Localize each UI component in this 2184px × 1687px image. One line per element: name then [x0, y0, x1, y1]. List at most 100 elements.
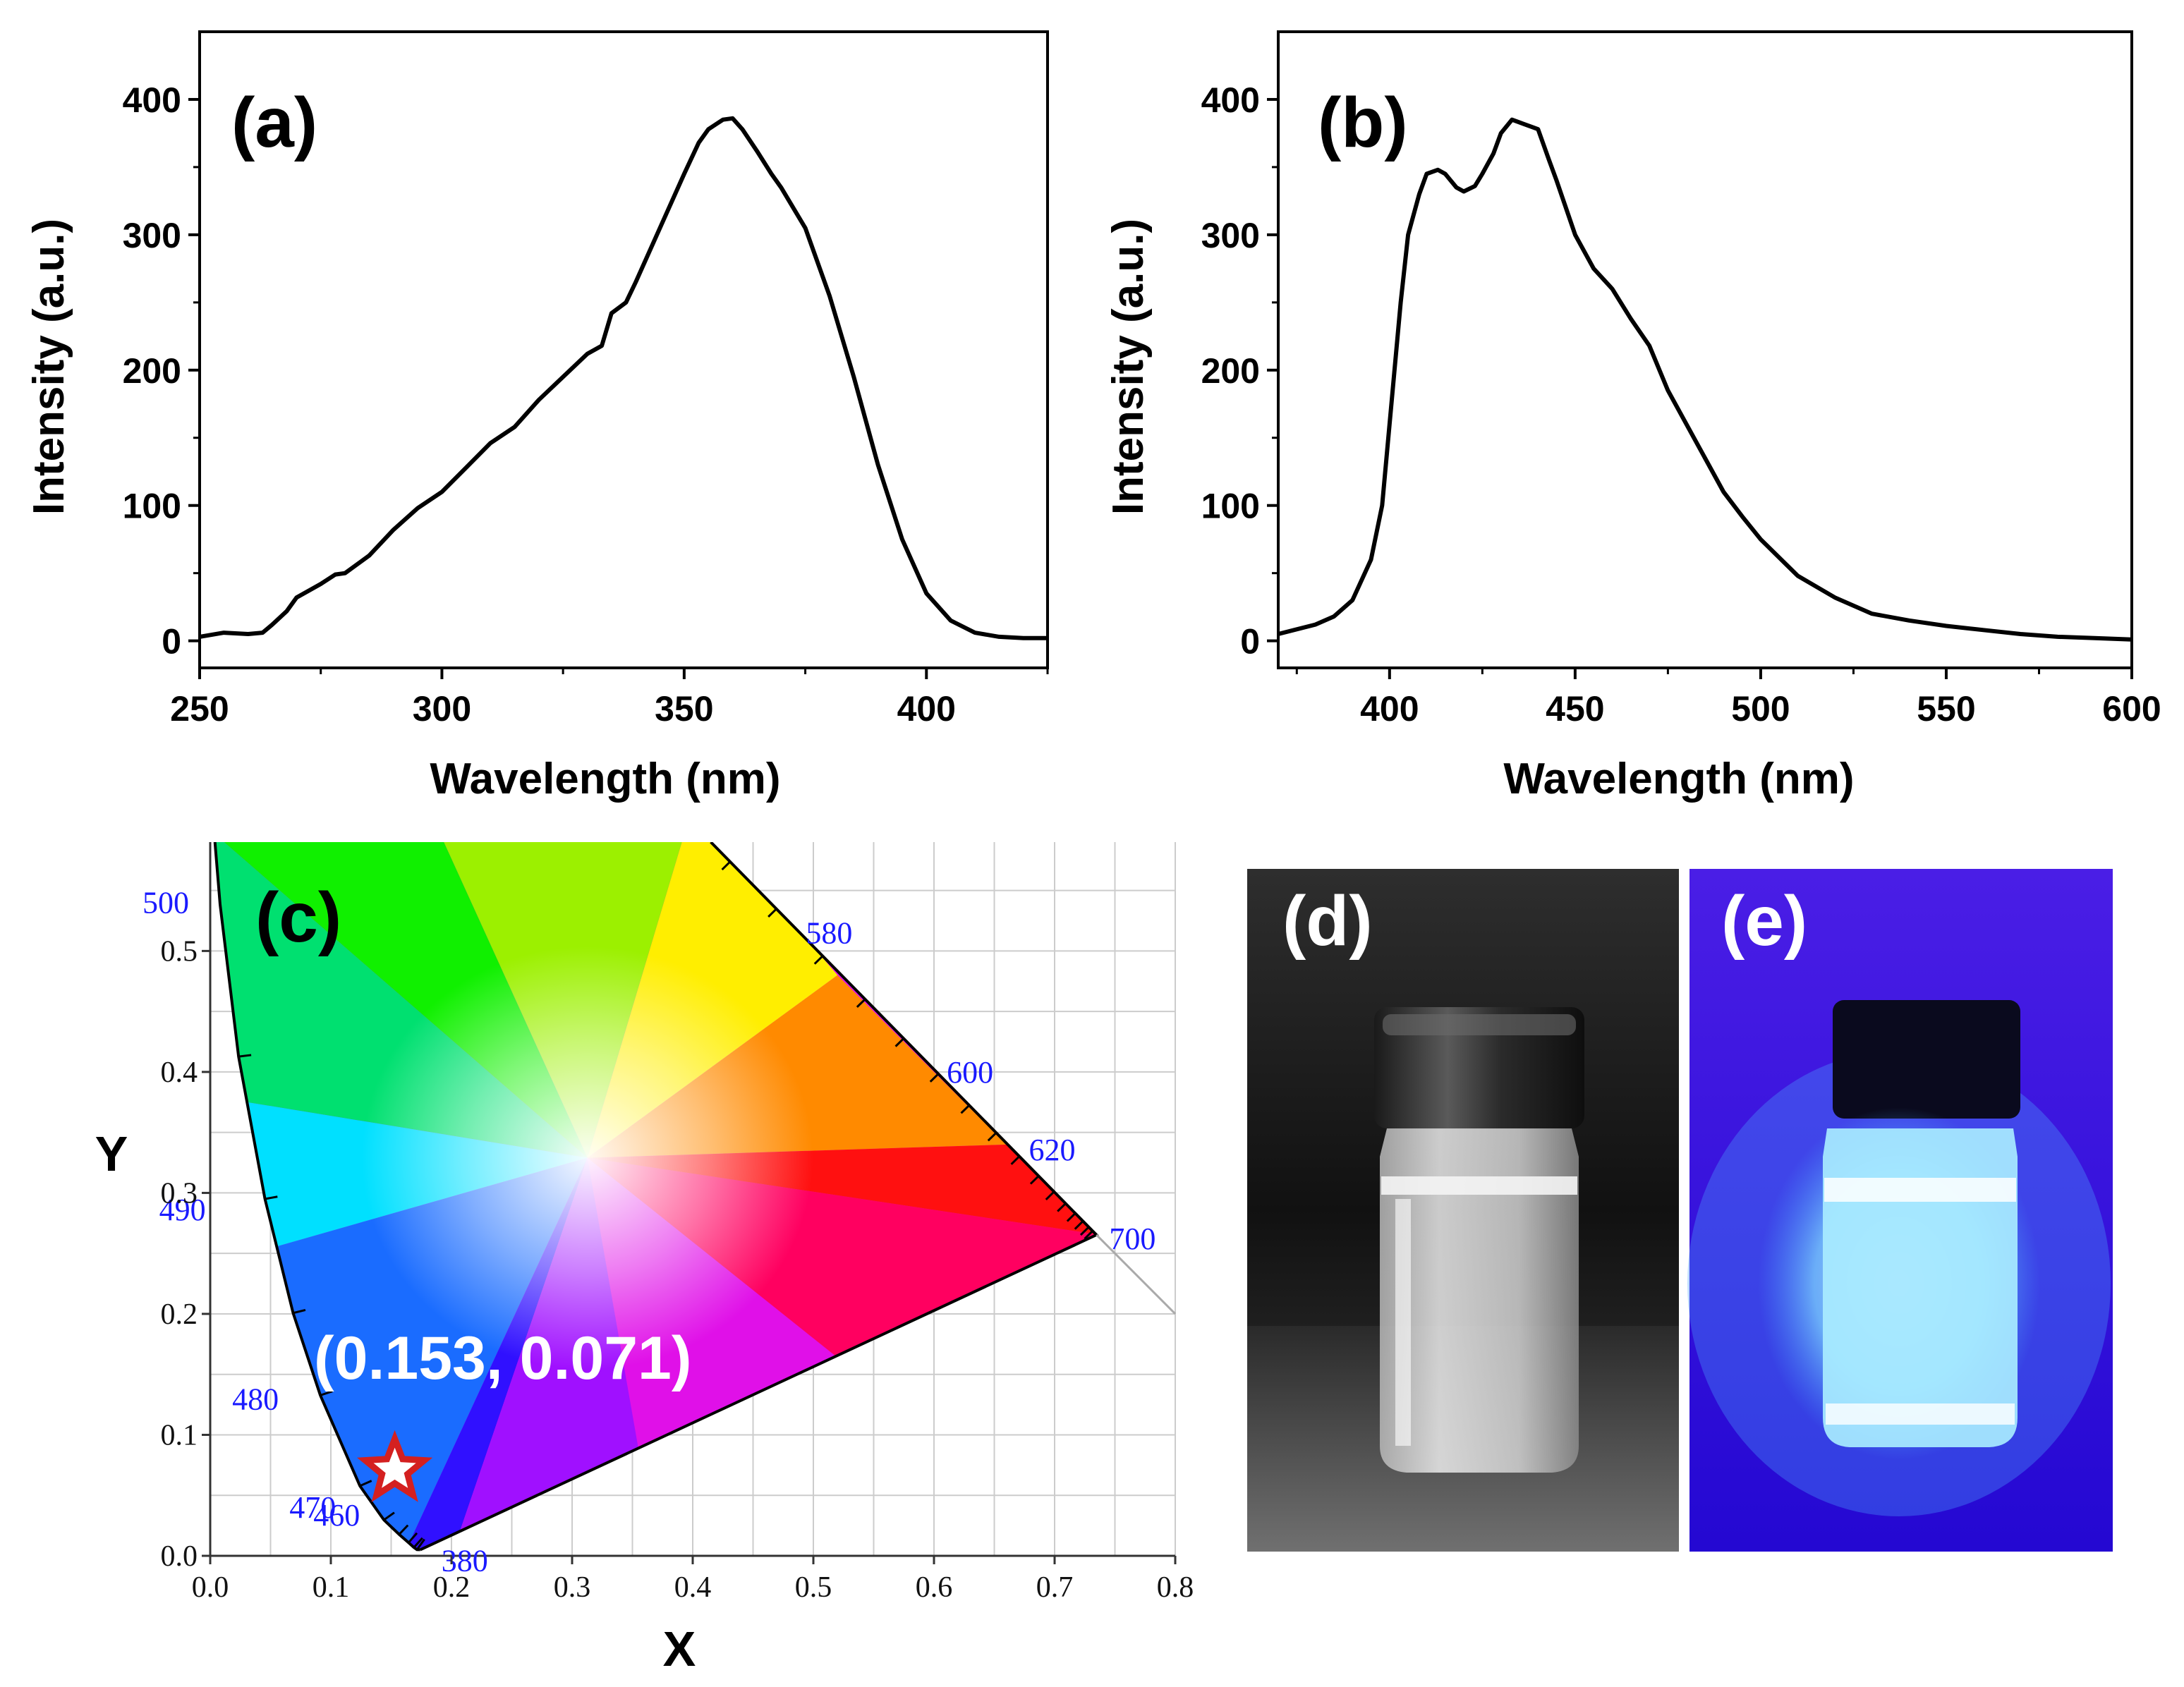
panel-a-y-tick-label: 200 — [123, 351, 181, 391]
panel-a-y-tick-labels: 0 100 200 300 400 — [123, 80, 181, 662]
panel-a-ticks — [188, 97, 1049, 679]
panel-a-x-tick-label: 300 — [413, 689, 471, 729]
panel-c-locus-tick — [320, 1390, 333, 1396]
panel-c-locus-tick — [1045, 1190, 1055, 1200]
panel-c-locus-tick — [293, 1308, 306, 1315]
panel-c-y-tick-label: 0.5 — [161, 935, 198, 968]
panel-c-locus-tick — [1066, 1212, 1076, 1222]
panel-c-locus-tick — [856, 998, 866, 1009]
panel-c-x-tick-label: 0.2 — [433, 1571, 471, 1604]
panel-c-label: (c) — [255, 878, 341, 957]
panel-a-x-tick-labels: 250 300 350 400 — [170, 689, 956, 729]
panel-c-wavelength-label: 490 — [159, 1193, 206, 1227]
panel-c-locus-tick — [415, 1538, 425, 1551]
panel-e-label: (e) — [1721, 882, 1807, 961]
panel-e-photo-uv: (e) — [1687, 869, 2113, 1552]
panel-b-chart: (b) 0 100 200 300 400 400 450 500 550 600 Wavele… — [1104, 30, 2161, 803]
panel-e-vial — [1758, 1000, 2040, 1460]
panel-c-y-tick-label: 0.1 — [161, 1419, 198, 1451]
panel-c-y-tick-label: 0.2 — [161, 1298, 198, 1331]
panel-c-locus-tick — [894, 1037, 905, 1047]
panel-c-x-tick-label: 0.5 — [795, 1571, 832, 1604]
panel-c-wavelength-label: 470 — [289, 1490, 336, 1525]
panel-b-x-tick-label: 500 — [1731, 689, 1790, 729]
panel-c-locus-ticks — [238, 860, 1093, 1551]
panel-c-locus-tick — [383, 1511, 395, 1521]
panel-a-y-axis-label: Intensity (a.u.) — [25, 219, 73, 515]
panel-c-x-tick-label: 0.6 — [916, 1571, 953, 1604]
panel-c-locus-tick — [721, 860, 732, 871]
panel-a-y-tick-label: 300 — [123, 216, 181, 255]
panel-c-x-tick-labels: 0.0 0.1 0.2 0.3 0.4 0.5 0.6 0.7 0.8 — [192, 1556, 1194, 1604]
panel-a-x-axis-label: Wavelength (nm) — [430, 755, 780, 803]
panel-c-y-axis-label: Y — [95, 1126, 128, 1181]
panel-c-y-tick-labels: 0.0 0.1 0.2 0.3 0.4 0.5 — [161, 935, 210, 1573]
panel-c-x-tick-label: 0.7 — [1036, 1571, 1074, 1604]
panel-c-x-tick-label: 0.0 — [192, 1571, 229, 1604]
panel-c-locus-tick — [265, 1195, 278, 1200]
panel-b-y-tick-label: 0 — [1240, 622, 1260, 662]
panel-c-locus-tick — [1029, 1175, 1040, 1185]
panel-c-locus-tick — [987, 1132, 997, 1142]
panel-b-x-tick-label: 450 — [1546, 689, 1604, 729]
panel-b-y-tick-label: 200 — [1201, 351, 1260, 391]
panel-c-x-tick-label: 0.3 — [554, 1571, 591, 1604]
panel-c-wavelength-label: 620 — [1029, 1133, 1075, 1167]
panel-c-locus-tick — [359, 1480, 372, 1487]
panel-b-label: (b) — [1318, 83, 1408, 162]
panel-a-x-tick-label: 250 — [170, 689, 229, 729]
panel-c-x-tick-label: 0.4 — [674, 1571, 712, 1604]
panel-c-wavelength-label: 380 — [442, 1543, 488, 1578]
panel-c-locus-tick — [813, 955, 824, 965]
panel-b-x-tick-label: 400 — [1360, 689, 1419, 729]
panel-b-x-axis-label: Wavelength (nm) — [1503, 755, 1854, 803]
panel-d-photo-daylight: (d) — [1247, 869, 1679, 1552]
panel-d-vial — [1374, 1007, 1584, 1473]
panel-b-x-tick-label: 600 — [2102, 689, 2161, 729]
panel-c-locus-tick — [768, 908, 777, 918]
panel-c-y-tick-label: 0.4 — [161, 1056, 198, 1089]
panel-c-locus-tick — [1057, 1202, 1067, 1212]
panel-a-y-tick-label: 100 — [123, 487, 181, 526]
panel-c-locus-tick — [960, 1104, 970, 1114]
panel-b-x-tick-label: 550 — [1917, 689, 1975, 729]
panel-c-y-tick-label: 0.3 — [161, 1177, 198, 1210]
panel-b-ticks — [1267, 97, 2133, 679]
panel-c-extension-line — [1096, 1234, 1177, 1315]
panel-a-axes-frame — [198, 30, 1049, 669]
panel-c-wavelength-label: 460 — [313, 1498, 360, 1533]
panel-c-locus-tick — [1010, 1155, 1021, 1165]
panel-c-locus-tick — [238, 1054, 252, 1058]
panel-d-label: (d) — [1282, 882, 1373, 961]
panel-b-y-tick-label: 400 — [1201, 80, 1260, 120]
panel-c-x-tick-label: 0.8 — [1157, 1571, 1194, 1604]
panel-c-wavelength-label: 580 — [806, 915, 852, 950]
panel-a-y-tick-label: 0 — [162, 622, 181, 662]
panel-c-x-axis-label: X — [663, 1621, 696, 1676]
panel-a-absorption-curve — [199, 116, 1048, 640]
panel-c-locus-tick — [413, 1537, 423, 1549]
panel-c-wavelength-label: 600 — [947, 1055, 993, 1090]
panel-c-locus-tick — [1074, 1220, 1084, 1230]
panel-c-locus-tick — [929, 1073, 940, 1083]
panel-c-y-tick-label: 0.0 — [161, 1540, 198, 1573]
panel-c-cie-point-star — [357, 1430, 433, 1502]
panel-b-y-tick-label: 100 — [1201, 487, 1260, 526]
panel-b-y-tick-label: 300 — [1201, 216, 1260, 255]
panel-b-emission-curve — [1278, 117, 2133, 642]
panel-c-point-label: (0.153, 0.071) — [314, 1324, 691, 1392]
panel-a-y-tick-label: 400 — [123, 80, 181, 120]
panel-a-chart: (a) 0 100 200 300 400 250 300 350 400 Wavelengt… — [25, 30, 1049, 803]
panel-b-y-tick-labels: 0 100 200 300 400 — [1201, 80, 1260, 662]
panel-a-x-tick-label: 400 — [897, 689, 956, 729]
panel-c-locus-tick — [398, 1524, 409, 1535]
panel-c-wavelength-label: 500 — [142, 886, 189, 920]
panel-c-locus-tick — [1084, 1230, 1093, 1240]
panel-c-wavelength-label: 700 — [1109, 1222, 1155, 1256]
panel-c-wavelength-label: 480 — [232, 1382, 279, 1416]
panel-c-locus-tick — [1079, 1226, 1090, 1236]
panel-b-axes-frame — [1277, 30, 2133, 669]
